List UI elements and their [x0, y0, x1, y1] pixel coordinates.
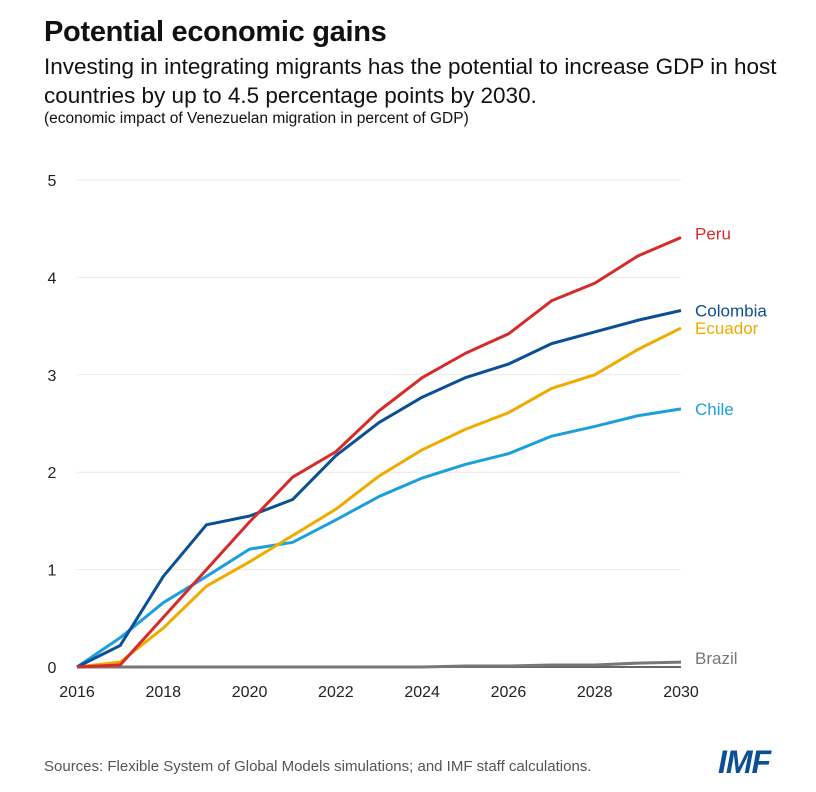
series-line-ecuador	[76, 326, 682, 669]
series-label-colombia: Colombia	[695, 302, 767, 321]
source-note: Sources: Flexible System of Global Model…	[44, 758, 592, 775]
chart-title: Potential economic gains	[44, 16, 387, 48]
series-line-chile	[76, 407, 682, 669]
series-label-ecuador: Ecuador	[695, 319, 759, 338]
imf-logo: IMF	[718, 744, 771, 780]
x-tick-label: 2030	[663, 684, 699, 701]
x-tick-label: 2026	[491, 684, 527, 701]
y-tick-label: 2	[48, 465, 57, 482]
y-tick-label: 5	[48, 173, 57, 190]
y-tick-label: 3	[48, 368, 57, 385]
series-line-peru	[76, 236, 682, 669]
series-label-peru: Peru	[695, 224, 731, 243]
series-label-brazil: Brazil	[695, 649, 738, 668]
series-line-colombia	[76, 309, 682, 669]
x-tick-label: 2028	[577, 684, 613, 701]
y-tick-label: 1	[48, 563, 57, 580]
x-tick-label: 2018	[145, 684, 181, 701]
series-line-brazil	[77, 660, 682, 669]
x-tick-label: 2020	[232, 684, 268, 701]
series-label-chile: Chile	[695, 400, 734, 419]
y-tick-label: 0	[48, 660, 57, 677]
y-tick-label: 4	[48, 270, 57, 287]
x-tick-label: 2022	[318, 684, 354, 701]
x-tick-label: 2024	[404, 684, 440, 701]
chart-subtitle: Investing in integrating migrants has th…	[44, 54, 777, 108]
x-tick-label: 2016	[59, 684, 95, 701]
chart-note: (economic impact of Venezuelan migration…	[44, 110, 469, 127]
